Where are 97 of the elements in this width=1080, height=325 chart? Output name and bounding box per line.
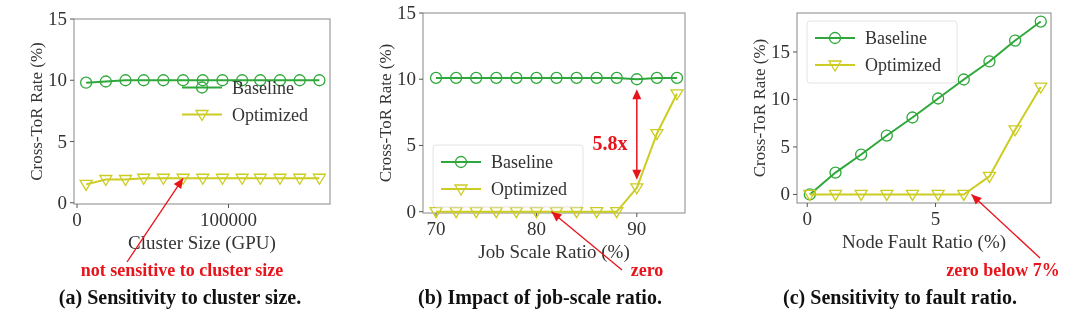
y-tick-label: 10 <box>48 69 67 91</box>
point <box>137 173 151 185</box>
x-tick-label: 100000 <box>200 209 258 230</box>
point <box>630 73 643 86</box>
point <box>854 189 868 202</box>
y-axis-title: Cross-ToR Rate (%) <box>376 43 395 183</box>
point <box>670 89 684 101</box>
point <box>196 74 209 87</box>
point <box>119 74 132 87</box>
point <box>1008 125 1022 137</box>
point <box>957 73 970 86</box>
point <box>216 74 229 87</box>
y-tick-label: 5 <box>406 134 416 156</box>
point <box>449 71 463 85</box>
point <box>429 71 443 85</box>
point <box>137 74 150 87</box>
annotation: zero <box>630 260 664 280</box>
point <box>176 74 190 87</box>
y-tick-label: 5 <box>57 130 67 152</box>
point <box>1008 34 1022 47</box>
x-axis-title: Node Fault Ratio (%) <box>841 231 1007 253</box>
point <box>156 173 171 185</box>
y-tick-label: 0 <box>780 183 790 205</box>
point <box>670 71 684 85</box>
annotation: not sensitive to cluster size <box>80 260 284 280</box>
point <box>99 174 113 187</box>
legend-label: Optimized <box>232 104 308 125</box>
point <box>99 75 112 88</box>
annotation: 5.8x <box>592 132 628 154</box>
y-tick-label: 5 <box>780 135 790 157</box>
point <box>79 76 93 89</box>
point <box>957 189 971 202</box>
x-tick-label: 5 <box>930 208 941 229</box>
point <box>906 111 919 124</box>
x-tick-label: 0 <box>802 208 813 229</box>
text: (c) Sensitivity to fault ratio. <box>783 286 1017 309</box>
point <box>931 189 945 202</box>
point <box>312 173 327 185</box>
point <box>313 74 326 87</box>
y-tick-label: 10 <box>771 88 790 110</box>
y-tick-label: 0 <box>57 191 67 213</box>
x-tick-label: 90 <box>627 218 647 239</box>
x-tick-label: 80 <box>526 218 546 239</box>
point <box>118 174 133 187</box>
legend-label: Baseline <box>865 28 927 48</box>
point <box>931 92 945 105</box>
point <box>470 71 483 85</box>
x-axis-title: Job Scale Ratio (%) <box>478 241 630 263</box>
y-tick-label: 15 <box>397 2 416 23</box>
point <box>429 207 443 219</box>
point <box>510 71 523 85</box>
point <box>610 207 624 219</box>
y-tick-label: 15 <box>48 8 67 29</box>
point <box>1034 15 1047 28</box>
y-axis-title: Cross-ToR Rate (%) <box>750 38 769 178</box>
y-axis-title: Cross-ToR Rate (%) <box>27 42 46 181</box>
point <box>650 71 664 85</box>
legend-label: Baseline <box>232 77 294 98</box>
text: (a) Sensitivity to cluster size. <box>58 286 302 309</box>
point <box>982 171 997 184</box>
point <box>650 128 664 141</box>
point <box>235 173 249 185</box>
point <box>854 148 868 161</box>
point <box>176 173 190 185</box>
point <box>610 71 623 85</box>
annotation: zero below 7% <box>946 260 1060 280</box>
point <box>829 166 842 179</box>
point <box>550 71 563 85</box>
text: (b) Impact of job-scale ratio. <box>418 286 662 309</box>
point <box>1034 82 1048 94</box>
y-tick-label: 15 <box>771 40 790 62</box>
point <box>880 129 893 142</box>
point <box>253 173 267 185</box>
point <box>983 55 996 68</box>
point <box>490 71 503 85</box>
point <box>570 71 583 85</box>
x-tick-label: 70 <box>426 218 446 239</box>
point <box>293 173 307 185</box>
legend-label: Optimized <box>865 55 941 75</box>
point <box>590 71 603 85</box>
point <box>828 189 843 202</box>
legend-label: Baseline <box>491 152 553 172</box>
point <box>215 173 230 185</box>
point <box>530 71 543 85</box>
y-tick-label: 10 <box>397 68 416 90</box>
x-tick-label: 0 <box>72 209 82 230</box>
point <box>509 207 524 219</box>
point <box>630 183 644 195</box>
point <box>79 179 93 192</box>
point <box>880 189 894 202</box>
point <box>590 207 604 219</box>
point <box>905 189 920 202</box>
point <box>157 74 170 87</box>
point <box>196 173 210 185</box>
point <box>273 173 287 185</box>
point <box>293 74 306 87</box>
legend-label: Optimized <box>491 179 567 199</box>
